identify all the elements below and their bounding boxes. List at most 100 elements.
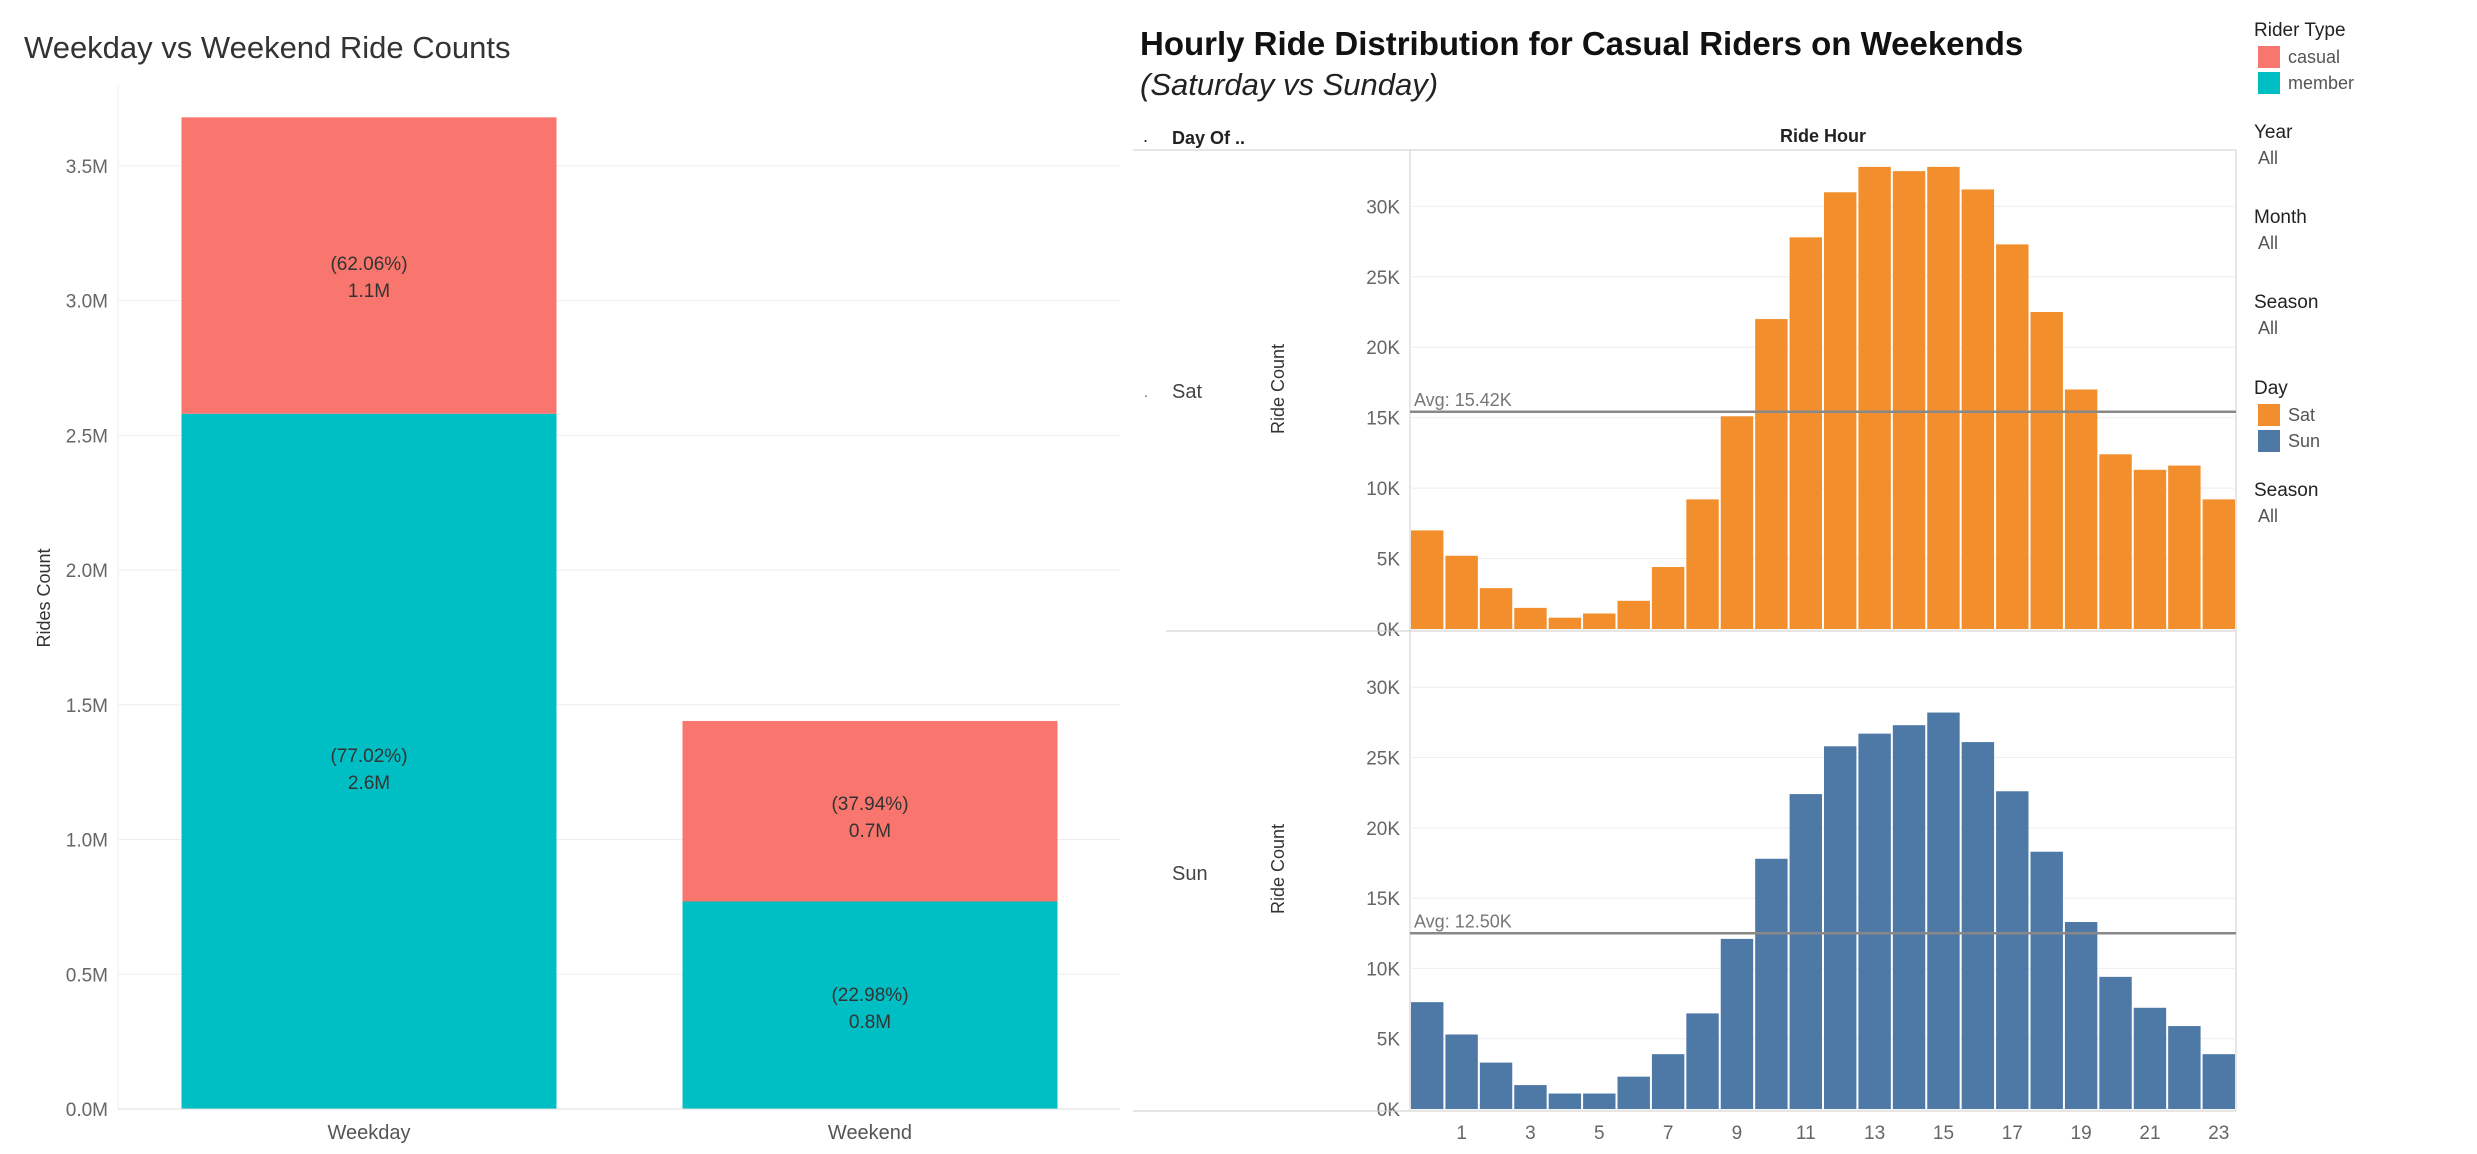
sat-bar-hour-14[interactable] [1892,171,1926,629]
season-filter-1-title: Season [2254,292,2319,313]
casual-swatch [2258,46,2280,68]
sun-bar-hour-19[interactable] [2064,922,2098,1109]
season-filter-2-value[interactable]: All [2258,506,2279,526]
sat-row-dot: . [1144,384,1148,400]
bar-weekday-casual[interactable] [181,117,557,414]
sat-bar-hour-11[interactable] [1789,237,1822,630]
hour-x-tick-label: 9 [1732,1123,1743,1144]
sun-bar-hour-23[interactable] [2202,1054,2235,1109]
legend-item-sat[interactable]: Sat [2254,404,2320,426]
hour-x-tick-label: 15 [1933,1123,1954,1144]
sun-bar-hour-20[interactable] [2099,976,2132,1109]
sun-bar-hour-4[interactable] [1548,1093,1582,1109]
sat-bar-hour-16[interactable] [1961,189,1995,629]
sun-bar-hour-10[interactable] [1755,858,1788,1109]
sat-bar-hour-20[interactable] [2099,454,2132,629]
sat-bar-hour-19[interactable] [2064,389,2098,630]
hour-x-tick-label: 17 [2002,1123,2023,1144]
sat-bar-hour-8[interactable] [1686,499,1719,629]
sun-bar-hour-13[interactable] [1858,733,1891,1109]
month-filter[interactable]: Month All [2254,207,2307,254]
sat-bar-hour-21[interactable] [2133,469,2167,629]
row-label-sat: Sat [1172,381,1202,403]
sat-y-tick-label: 5K [1377,550,1401,571]
sun-bar-hour-3[interactable] [1514,1085,1547,1109]
sun-y-tick-label: 10K [1366,959,1400,980]
left-y-tick-label: 3.5M [66,157,108,178]
sun-bar-hour-17[interactable] [1996,791,2029,1109]
sun-bar-hour-11[interactable] [1789,794,1822,1109]
sat-bar-hour-15[interactable] [1927,166,1960,629]
bar-weekday-member[interactable] [181,413,557,1109]
hour-x-tick-label: 1 [1456,1123,1467,1144]
sat-bar-hour-10[interactable] [1755,319,1788,629]
sun-bar-hour-15[interactable] [1927,712,1960,1109]
season-filter-1-value[interactable]: All [2258,318,2279,338]
label-weekend-member-pct: (22.98%) [831,985,908,1006]
sat-bar-hour-4[interactable] [1548,617,1582,629]
sat-bar-hour-9[interactable] [1720,416,1754,629]
sat-bar-hour-6[interactable] [1617,600,1650,629]
sat-bar-hour-5[interactable] [1583,613,1616,629]
sat-y-tick-label: 30K [1366,197,1400,218]
sat-bar-hour-13[interactable] [1858,166,1891,629]
sat-average-label: Avg: 15.42K [1414,390,1512,410]
sat-bar-hour-1[interactable] [1445,555,1478,629]
hourly-distribution-chart: Hourly Ride Distribution for Casual Ride… [1133,25,2237,1144]
left-y-tick-label: 1.0M [66,831,108,852]
year-filter[interactable]: Year All [2254,122,2292,169]
sun-bar-hour-16[interactable] [1961,742,1995,1109]
sun-bar-hour-8[interactable] [1686,1013,1719,1109]
hour-x-ticks: 1 3 5 7 9 11 13 15 17 19 21 23 [1456,1123,2229,1144]
right-chart-subtitle: (Saturday vs Sunday) [1140,67,1438,102]
sun-bar-hour-21[interactable] [2133,1007,2167,1109]
sun-bar-hour-18[interactable] [2030,851,2063,1109]
weekday-weekend-chart: Weekday vs Weekend Ride Counts Rides Cou… [24,30,1120,1144]
sat-bar-hour-7[interactable] [1651,567,1685,629]
sat-bar-hour-17[interactable] [1996,244,2029,629]
sun-bar-hour-7[interactable] [1651,1054,1685,1109]
left-y-ticks: 0.0M 0.5M 1.0M 1.5M 2.0M 2.5M 3.0M 3.5M [66,157,108,1121]
sun-bar-hour-9[interactable] [1720,938,1754,1109]
bar-weekend-member[interactable] [682,901,1058,1109]
year-filter-value[interactable]: All [2258,148,2279,168]
month-filter-title: Month [2254,207,2307,228]
hour-x-tick-label: 13 [1864,1123,1885,1144]
sun-bar-hour-14[interactable] [1892,725,1926,1109]
sun-bar-hour-1[interactable] [1445,1034,1478,1109]
member-swatch [2258,72,2280,94]
rider-type-title: Rider Type [2254,20,2346,41]
sun-bar-hour-5[interactable] [1583,1093,1616,1109]
legend-item-sun[interactable]: Sun [2254,430,2320,452]
season-filter-1[interactable]: Season All [2254,292,2318,339]
right-chart-title: Hourly Ride Distribution for Casual Ride… [1140,25,2023,62]
month-filter-value[interactable]: All [2258,233,2279,253]
sun-bar-hour-6[interactable] [1617,1076,1650,1109]
sun-y-tick-label: 30K [1366,678,1400,699]
sun-bar-hour-22[interactable] [2168,1026,2201,1109]
col-header-ride-hour: Ride Hour [1780,126,1866,146]
x-tick-weekday: Weekday [327,1122,410,1144]
left-y-tick-label: 0.0M [66,1100,108,1121]
season-filter-2[interactable]: Season All [2254,480,2318,527]
left-y-tick-label: 1.5M [66,696,108,717]
rider-type-legend: Rider Type casual member [2254,20,2354,94]
sat-y-tick-label: 10K [1366,479,1400,500]
label-weekend-casual-pct: (37.94%) [831,794,908,815]
sat-bar-hour-0[interactable] [1411,530,1444,629]
sun-bar-hour-0[interactable] [1411,1002,1444,1109]
bar-weekend-casual[interactable] [682,720,1058,902]
sat-bar-hour-2[interactable] [1479,588,1513,629]
sat-bar-hour-23[interactable] [2202,499,2235,629]
hour-x-tick-label: 23 [2208,1123,2229,1144]
legend-item-member[interactable]: member [2254,72,2354,94]
year-filter-title: Year [2254,122,2293,143]
sat-bar-hour-18[interactable] [2030,312,2063,629]
label-weekday-casual-pct: (62.06%) [330,254,407,275]
sun-bar-hour-12[interactable] [1824,746,1857,1109]
hour-x-tick-label: 21 [2139,1123,2160,1144]
sun-bar-hour-2[interactable] [1479,1062,1513,1109]
sat-bar-hour-3[interactable] [1514,607,1547,629]
legend-item-casual[interactable]: casual [2254,46,2354,68]
sat-bar-hour-22[interactable] [2168,465,2201,629]
